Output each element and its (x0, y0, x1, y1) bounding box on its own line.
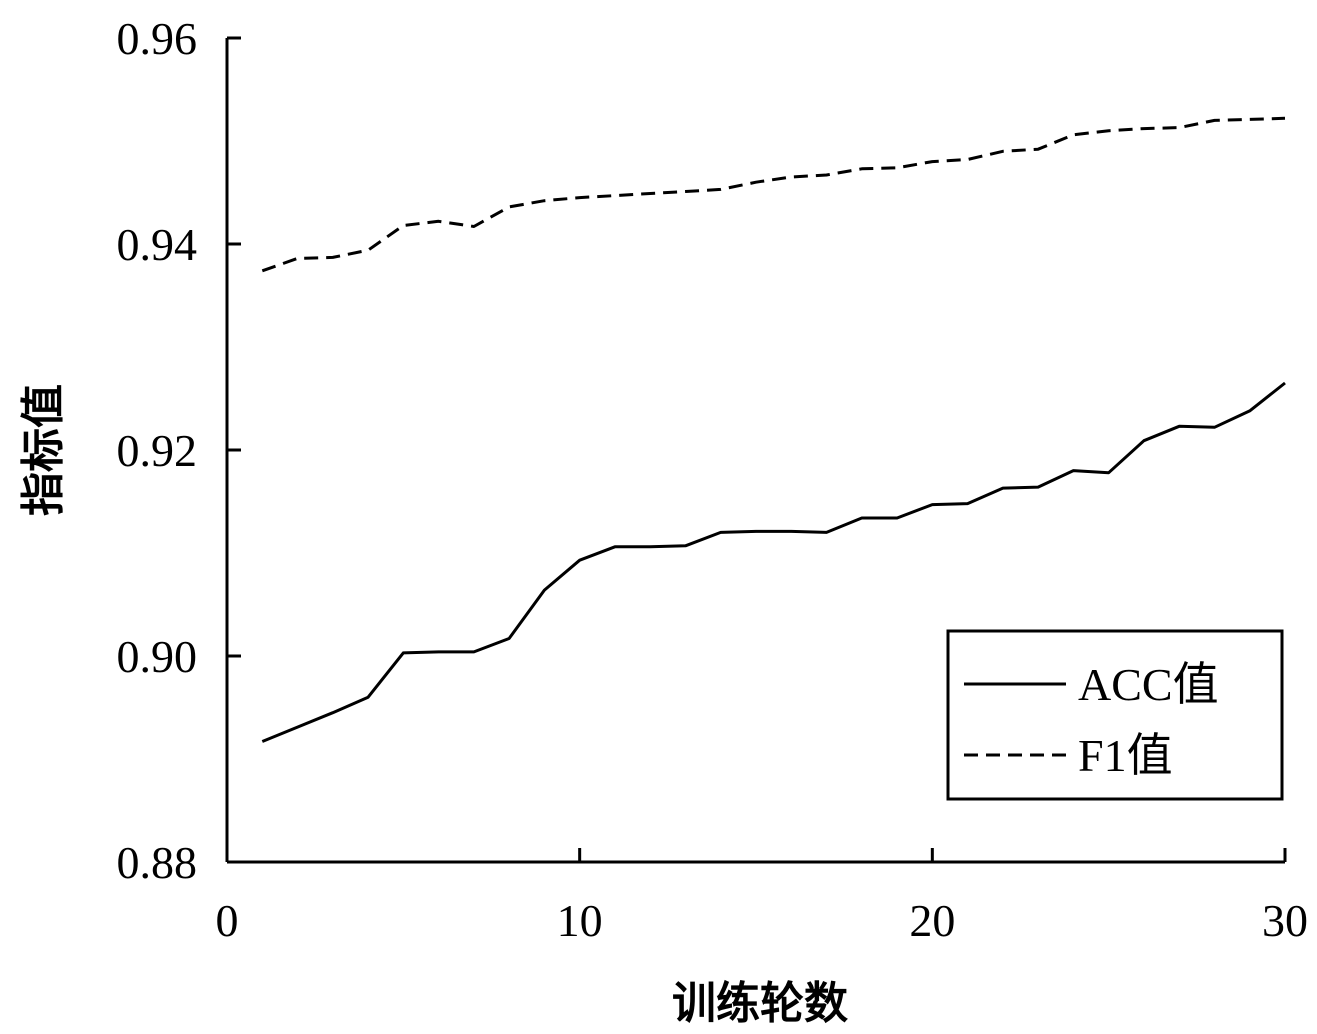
legend-label-acc: ACC值 (1078, 659, 1219, 710)
legend-label-f1: F1值 (1078, 730, 1173, 781)
x-axis-title: 训练轮数 (672, 978, 848, 1029)
y-tick-label: 0.96 (117, 13, 198, 64)
ticks: 0.88 0.90 0.92 0.94 0.96 0 10 20 30 (117, 13, 1309, 946)
x-tick-label: 20 (909, 895, 955, 946)
y-tick-label: 0.90 (117, 631, 198, 682)
x-tick-label: 0 (216, 895, 239, 946)
x-tick-label: 30 (1262, 895, 1308, 946)
y-axis-title: 指标值 (18, 384, 69, 516)
legend: ACC值 F1值 (946, 629, 1284, 801)
legend-box (946, 629, 1284, 801)
y-tick-label: 0.92 (117, 425, 198, 476)
series-line-acc (261, 381, 1286, 743)
y-tick-label: 0.88 (117, 837, 198, 888)
y-tick-label: 0.94 (117, 219, 198, 270)
series-layer (261, 116, 1286, 743)
x-tick-label: 10 (557, 895, 603, 946)
series-line-f1 (261, 116, 1286, 273)
